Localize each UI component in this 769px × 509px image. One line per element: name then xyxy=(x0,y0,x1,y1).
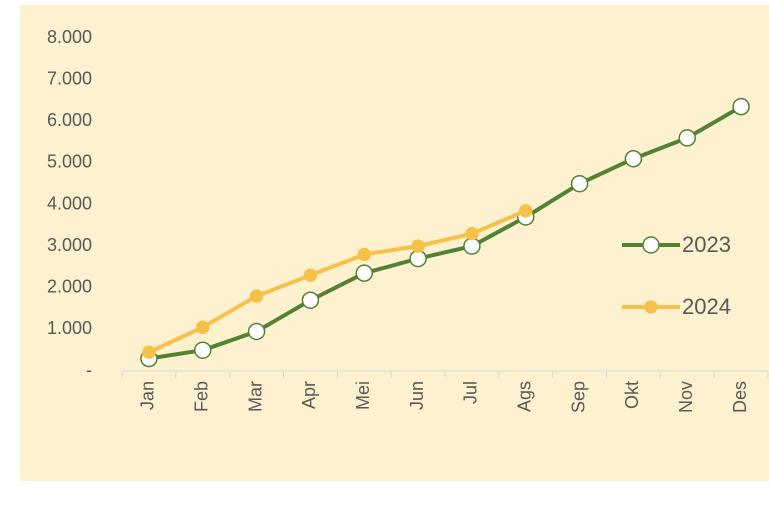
x-tick-label: Mei xyxy=(353,381,373,410)
series-line xyxy=(148,104,743,361)
data-point xyxy=(570,174,589,193)
y-tick-label: 3.000 xyxy=(47,235,92,255)
data-point xyxy=(355,264,373,282)
x-tick-label: Okt xyxy=(622,381,642,409)
data-point xyxy=(624,149,643,168)
series-line xyxy=(148,208,527,355)
legend-marker xyxy=(642,236,660,254)
data-point xyxy=(196,320,210,335)
x-tick-label: Sep xyxy=(568,381,588,413)
data-point xyxy=(519,203,533,218)
data-point xyxy=(303,268,318,283)
data-point xyxy=(301,291,320,309)
x-tick-label: Jun xyxy=(407,381,427,410)
data-point xyxy=(463,237,481,255)
y-tick-label: - xyxy=(86,360,92,380)
x-tick-label: Jan xyxy=(138,381,158,410)
data-point xyxy=(678,129,696,147)
x-tick-label: Des xyxy=(730,381,750,413)
data-point xyxy=(732,97,750,116)
legend-label: 2023 xyxy=(682,232,731,257)
data-point xyxy=(465,226,479,241)
x-tick-label: Mar xyxy=(245,381,265,412)
data-point xyxy=(194,341,212,359)
legend-marker xyxy=(644,300,658,314)
x-tick-label: Feb xyxy=(192,381,212,412)
y-tick-label: 6.000 xyxy=(47,110,92,130)
legend-label: 2024 xyxy=(682,294,731,319)
data-point xyxy=(247,322,266,341)
data-point xyxy=(357,247,371,262)
y-tick-label: 7.000 xyxy=(47,68,92,88)
y-tick-label: 4.000 xyxy=(47,193,92,213)
data-point xyxy=(142,345,156,360)
x-tick-label: Jul xyxy=(461,381,481,404)
y-tick-label: 1.000 xyxy=(47,318,92,338)
x-tick-label: Ags xyxy=(515,381,535,412)
x-tick-label: Apr xyxy=(299,381,319,409)
data-point xyxy=(409,249,427,268)
data-point xyxy=(249,289,264,303)
y-tick-label: 8.000 xyxy=(47,27,92,47)
y-tick-label: 2.000 xyxy=(47,277,92,297)
data-point xyxy=(411,239,425,253)
y-tick-label: 5.000 xyxy=(47,152,92,172)
x-tick-label: Nov xyxy=(676,381,696,413)
